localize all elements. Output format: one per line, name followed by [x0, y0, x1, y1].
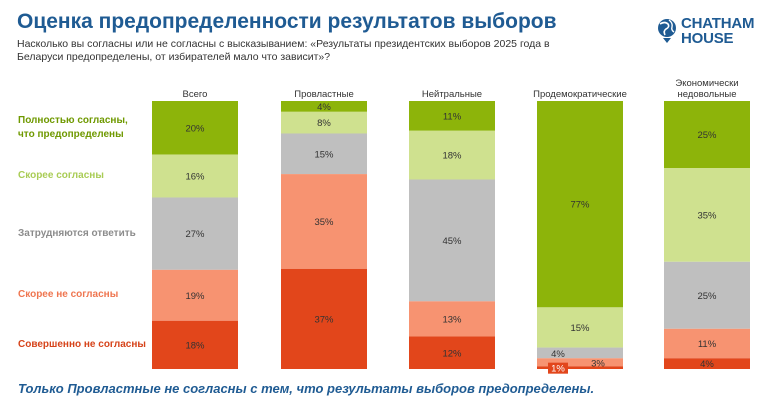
data-label: 77% — [570, 200, 590, 211]
bar-segment — [664, 358, 750, 369]
data-label: 45% — [442, 236, 462, 247]
chart-title: Оценка предопределенности результатов вы… — [17, 10, 557, 33]
data-label: 13% — [442, 314, 462, 325]
category-label: Нейтральные — [422, 89, 482, 100]
data-label: 15% — [314, 149, 334, 160]
bar-segment — [409, 101, 495, 131]
legend-item: Полностью согласны, что предопределены — [18, 114, 128, 140]
chatham-house-logo: CHATHAM HOUSE — [657, 14, 757, 48]
data-label: 3% — [591, 358, 605, 369]
bar-segment — [537, 101, 623, 308]
data-label: 27% — [185, 229, 205, 240]
legend-item: Скорее согласны — [18, 170, 104, 182]
data-label: 4% — [551, 349, 565, 360]
bar-segment — [281, 101, 367, 112]
legend-item: Затрудняются ответить — [18, 227, 136, 239]
bar-segment — [537, 347, 623, 359]
data-label: 25% — [697, 291, 717, 302]
bar-segment — [409, 130, 495, 180]
data-label: 8% — [317, 118, 331, 129]
data-label: 4% — [317, 102, 331, 113]
chart-subtitle: Насколько вы согласны или не согласны с … — [17, 38, 550, 63]
data-label: 11% — [698, 339, 717, 350]
data-label: 18% — [185, 340, 205, 351]
data-label: 11% — [443, 111, 462, 122]
legend-item: Скорее не согласны — [18, 289, 119, 301]
bar-segment — [409, 179, 495, 302]
logo-text-line1: CHATHAM — [681, 15, 755, 32]
bar-segment — [281, 174, 367, 269]
data-label: 4% — [700, 359, 714, 370]
data-label: 15% — [570, 323, 590, 334]
data-label: 1% — [551, 364, 565, 375]
chart-footnote: Только Провластные не согласны с тем, чт… — [18, 381, 595, 396]
bar-segment — [152, 320, 238, 369]
data-label: 25% — [697, 130, 717, 141]
bar-segment — [664, 328, 750, 359]
bar-segment — [537, 366, 623, 369]
legend-item: Совершенно не согласны — [18, 338, 146, 350]
category-label: недовольные — [677, 89, 736, 100]
bar-segment — [537, 358, 623, 367]
bar-segment — [409, 336, 495, 369]
category-label: Продемократические — [533, 89, 627, 100]
bar-segment — [664, 168, 750, 262]
bar-segment — [537, 307, 623, 348]
bar-segment — [152, 269, 238, 321]
bar-segment — [281, 133, 367, 175]
category-label: Экономически — [675, 78, 738, 89]
bar-segment — [281, 111, 367, 134]
bar-segment — [664, 101, 750, 168]
value-badge — [548, 362, 568, 374]
data-label: 35% — [314, 217, 334, 228]
bar-segment — [152, 154, 238, 198]
data-label: 19% — [185, 291, 205, 302]
data-label: 12% — [442, 348, 462, 359]
data-label: 37% — [314, 314, 334, 325]
category-label: Провластные — [294, 89, 354, 100]
data-label: 20% — [185, 123, 205, 134]
bar-segment — [664, 261, 750, 329]
bar-segment — [409, 301, 495, 337]
logo-text-line2: HOUSE — [681, 30, 734, 47]
category-label: Всего — [183, 89, 208, 100]
data-label: 16% — [185, 172, 205, 183]
chatham-house-globe-icon — [658, 19, 676, 43]
data-label: 35% — [697, 210, 717, 221]
bar-segment — [281, 268, 367, 369]
data-label: 18% — [442, 151, 462, 162]
bar-segment — [152, 197, 238, 270]
bar-segment — [152, 101, 238, 155]
